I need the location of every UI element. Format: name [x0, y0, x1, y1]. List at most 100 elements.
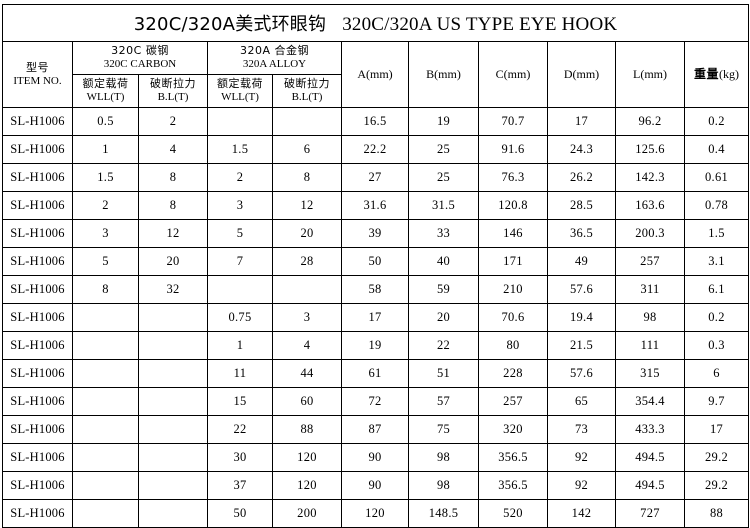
table-cell [72, 499, 139, 528]
table-cell: 72 [341, 387, 409, 416]
header-bl-320c: 破断拉力 B.L(T) [138, 74, 208, 108]
table-cell: 73 [547, 415, 616, 444]
table-cell: 50 [341, 247, 409, 276]
table-row: SL-H1006 1.5 8 2 8 27 25 76.3 26.2 142.3 0.61 [2, 163, 750, 192]
table-cell: 31.5 [408, 191, 479, 220]
table-cell: 356.5 [478, 471, 548, 500]
table-cell: 90 [341, 443, 409, 472]
table-cell: 92 [547, 443, 616, 472]
table-cell [138, 359, 208, 388]
table-cell: 6.1 [683, 275, 750, 304]
table-cell: 98 [408, 471, 479, 500]
cell-item-no: SL-H1006 [2, 359, 73, 388]
table-cell: 33 [408, 219, 479, 248]
table-cell: 5 [72, 247, 139, 276]
table-cell: 171 [478, 247, 548, 276]
cell-item-no: SL-H1006 [2, 415, 73, 444]
table-cell: 3 [272, 303, 342, 332]
table-cell: 61 [341, 359, 409, 388]
table-cell: 30 [207, 443, 273, 472]
table-cell: 0.5 [72, 107, 139, 136]
cell-item-no: SL-H1006 [2, 275, 73, 304]
table-cell: 120 [341, 499, 409, 528]
header-wll-320a: 额定载荷 WLL(T) [207, 74, 273, 108]
cell-item-no: SL-H1006 [2, 107, 73, 136]
header-bl-320a: 破断拉力 B.L(T) [272, 74, 342, 108]
table-cell: 16.5 [341, 107, 409, 136]
table-cell: 65 [547, 387, 616, 416]
table-cell: 1.5 [72, 163, 139, 192]
table-cell: 21.5 [547, 331, 616, 360]
table-cell: 200.3 [615, 219, 685, 248]
header-item-no-cn: 型号 [26, 60, 49, 74]
title-chinese: 320C/320A美式环眼钩 [133, 14, 327, 35]
table-cell: 257 [478, 387, 548, 416]
table-cell: 0.61 [683, 163, 750, 192]
table-cell: 210 [478, 275, 548, 304]
table-cell: 29.2 [683, 471, 750, 500]
table-cell: 51 [408, 359, 479, 388]
table-row: SL-H1006 22 88 87 75 320 73 433.3 17 [2, 415, 750, 444]
table-cell: 12 [272, 191, 342, 220]
table-cell: 3 [72, 219, 139, 248]
table-cell: 315 [615, 359, 685, 388]
header-item-no-en: ITEM NO. [13, 74, 62, 87]
header-dim-b: B(mm) [408, 41, 479, 108]
header-weight-cn: 重量 [694, 67, 720, 81]
header-weight: 重量(kg) [683, 41, 750, 108]
table-cell: 22 [207, 415, 273, 444]
table-cell: 15 [207, 387, 273, 416]
table-cell: 8 [138, 191, 208, 220]
header-bl-320a-cn: 破断拉力 [284, 77, 330, 91]
table-cell: 354.4 [615, 387, 685, 416]
table-cell: 120.8 [478, 191, 548, 220]
table-cell: 50 [207, 499, 273, 528]
table-cell: 228 [478, 359, 548, 388]
header-bl-320c-en: B.L(T) [157, 91, 189, 103]
cell-item-no: SL-H1006 [2, 303, 73, 332]
table-cell: 17 [683, 415, 750, 444]
table-cell: 90 [341, 471, 409, 500]
table-cell: 27 [341, 163, 409, 192]
table-cell [207, 275, 273, 304]
table-cell: 57 [408, 387, 479, 416]
header-group-320a-en: 320A ALLOY [242, 58, 307, 70]
table-row: SL-H1006 3 12 5 20 39 33 146 36.5 200.3 1.5 [2, 219, 750, 248]
header-group-320a: 320A 合金钢 320A ALLOY [207, 41, 342, 75]
header-dim-d: D(mm) [547, 41, 616, 108]
table-cell: 11 [207, 359, 273, 388]
table-cell: 60 [272, 387, 342, 416]
table-cell [72, 471, 139, 500]
table-cell: 25 [408, 163, 479, 192]
table-cell: 75 [408, 415, 479, 444]
table-cell: 70.6 [478, 303, 548, 332]
table-cell: 111 [615, 331, 685, 360]
title-row: 320C/320A美式环眼钩 320C/320A US TYPE EYE HOOK [1, 4, 750, 42]
header-wll-320a-cn: 额定载荷 [217, 77, 263, 91]
header-dim-l: L(mm) [615, 41, 685, 108]
table-cell [138, 331, 208, 360]
table-cell: 1.5 [207, 135, 273, 164]
table-cell [138, 303, 208, 332]
specification-table: 320C/320A美式环眼钩 320C/320A US TYPE EYE HOOK… [1, 4, 750, 528]
header-dim-c: C(mm) [478, 41, 548, 108]
table-cell: 76.3 [478, 163, 548, 192]
table-cell: 2 [138, 107, 208, 136]
table-cell: 96.2 [615, 107, 685, 136]
header-wll-320c-cn: 额定载荷 [82, 77, 129, 91]
table-cell: 40 [408, 247, 479, 276]
table-cell [272, 107, 342, 136]
table-cell: 37 [207, 471, 273, 500]
table-cell [138, 499, 208, 528]
header-weight-unit: (kg) [719, 67, 740, 81]
cell-item-no: SL-H1006 [2, 443, 73, 472]
table-cell: 520 [478, 499, 548, 528]
table-cell: 146 [478, 219, 548, 248]
table-cell: 0.75 [207, 303, 273, 332]
header-wll-320a-en: WLL(T) [221, 91, 259, 103]
table-cell: 1 [72, 135, 139, 164]
table-cell: 22 [408, 331, 479, 360]
table-cell: 320 [478, 415, 548, 444]
table-cell: 3.1 [683, 247, 750, 276]
table-cell: 0.3 [683, 331, 750, 360]
